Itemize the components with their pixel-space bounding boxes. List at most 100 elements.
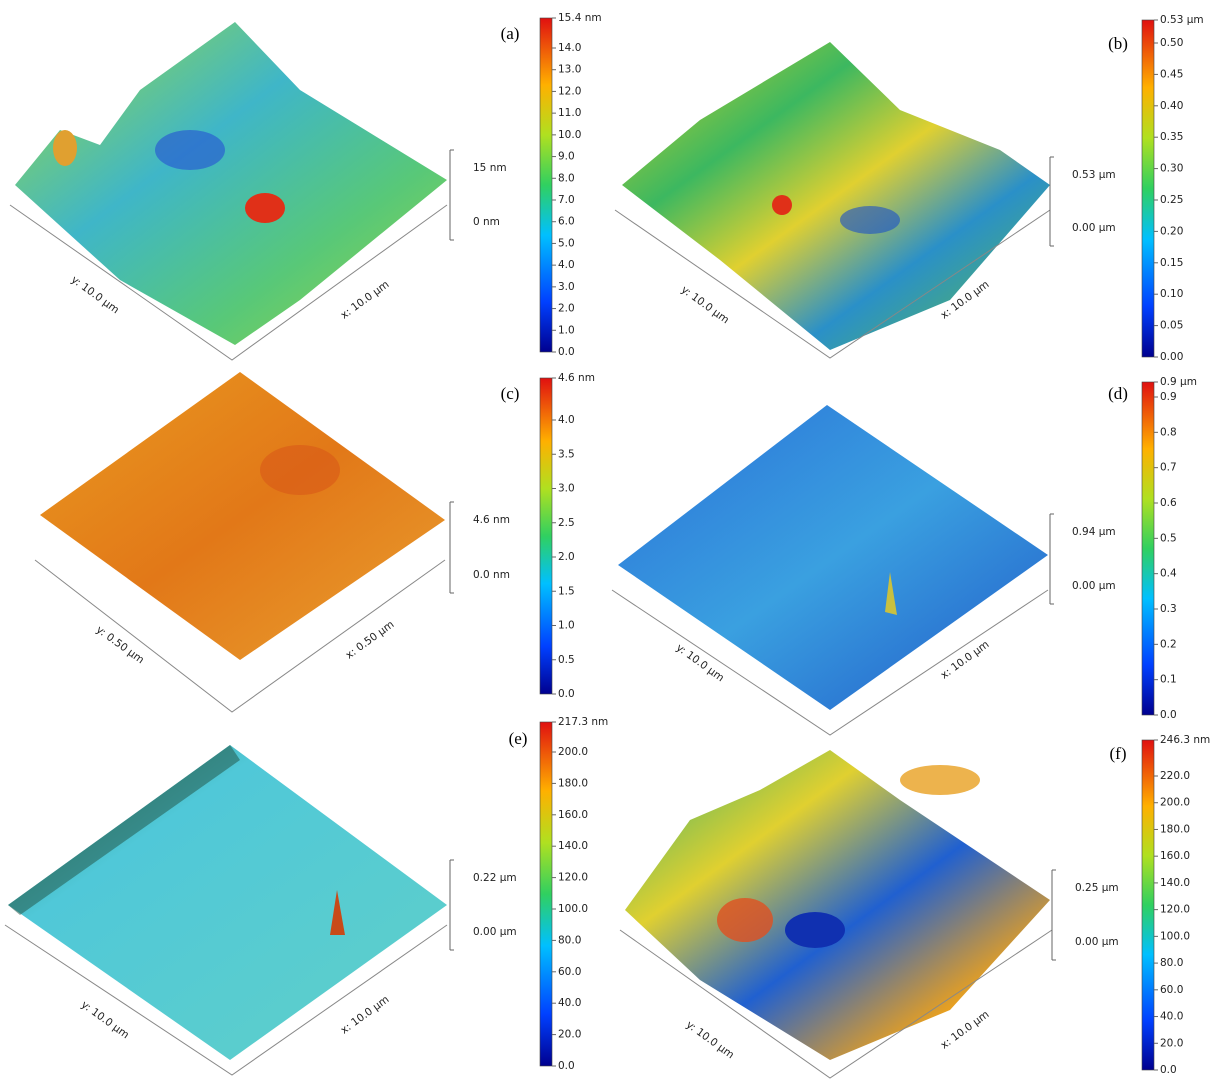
- colorbar-tick-label: 0.1: [1160, 674, 1177, 686]
- surface-feature: [330, 890, 345, 935]
- colorbar-tick-label: 1.5: [558, 585, 575, 597]
- colorbar-tick-label: 0.30: [1160, 163, 1183, 175]
- colorbar-tick-label: 80.0: [558, 934, 581, 946]
- colorbar-tick-label: 0.2: [1160, 638, 1177, 650]
- panels: y: 10.0 μm x: 10.0 μm 15 nm 0 nm (a) 15.4 nm 0…: [4, 12, 1210, 1079]
- colorbar-tick-label: 12.0: [558, 85, 581, 97]
- colorbar-tick-label: 60.0: [558, 966, 581, 978]
- colorbar-tick-label: 40.0: [558, 997, 581, 1009]
- base-frame: [611, 589, 1049, 736]
- colorbar-tick-label: 8.0: [558, 172, 575, 184]
- colorbar-tick-label: 100.0: [1160, 930, 1190, 942]
- colorbar-tick-label: 160.0: [1160, 850, 1190, 862]
- surface: [40, 372, 445, 660]
- colorbar-tick-label: 80.0: [1160, 957, 1183, 969]
- colorbar-tick-label: 0.45: [1160, 68, 1183, 80]
- colorbar-tick-label: 200.0: [558, 746, 588, 758]
- colorbar-tick-label: 4.0: [558, 259, 575, 271]
- colorbar-tick-label: 2.0: [558, 551, 575, 563]
- panel-label: (a): [501, 24, 520, 43]
- colorbar-max-label: 246.3 nm: [1160, 734, 1210, 746]
- x-axis-label: x: 10.0 μm: [939, 1008, 992, 1051]
- surface-feature: [53, 130, 77, 166]
- colorbar-tick-label: 5.0: [558, 237, 575, 249]
- colorbar: [1141, 739, 1155, 1071]
- colorbar-tick-label: 100.0: [558, 903, 588, 915]
- z-scale-top: 0.94 μm: [1072, 526, 1116, 538]
- colorbar-tick-label: 0.10: [1160, 288, 1183, 300]
- panel: y: 10.0 μm x: 10.0 μm0.94 μm0.00 μm(d)0.9…: [611, 376, 1197, 736]
- colorbar-tick-label: 7.0: [558, 194, 575, 206]
- surface: [15, 22, 447, 345]
- z-scale-bottom: 0.00 μm: [1075, 936, 1119, 948]
- z-scale-bottom: 0.00 μm: [1072, 222, 1116, 234]
- colorbar-max-label: 0.9 μm: [1160, 376, 1197, 388]
- colorbar-tick-label: 140.0: [558, 840, 588, 852]
- colorbar-tick-label: 20.0: [558, 1029, 581, 1041]
- surface-feature: [885, 572, 897, 615]
- y-axis-label: y: 10.0 μm: [684, 1019, 736, 1062]
- colorbar-tick-label: 0.6: [1160, 497, 1177, 509]
- colorbar-tick-label: 10.0: [558, 129, 581, 141]
- colorbar-tick-label: 3.0: [558, 281, 575, 293]
- z-scale-bottom: 0.00 μm: [1072, 580, 1116, 592]
- colorbar-max-label: 4.6 nm: [558, 372, 595, 384]
- colorbar-tick-label: 0.00: [1160, 351, 1183, 363]
- colorbar: [1141, 381, 1155, 716]
- panel-label: (b): [1108, 34, 1128, 53]
- colorbar-max-label: 0.53 μm: [1160, 14, 1204, 26]
- base-frame: [614, 209, 1051, 359]
- colorbar-tick-label: 0.0: [558, 688, 575, 700]
- colorbar-tick-label: 0.25: [1160, 194, 1183, 206]
- x-axis-label: x: 10.0 μm: [339, 993, 392, 1036]
- surface: [8, 745, 447, 1060]
- panel-label: (f): [1110, 744, 1127, 763]
- panel-label: (e): [509, 729, 528, 748]
- panel-label: (c): [501, 384, 520, 403]
- y-axis-label: y: 0.50 μm: [94, 624, 146, 667]
- z-scale-bottom: 0 nm: [473, 216, 500, 228]
- colorbar-tick-label: 2.5: [558, 517, 575, 529]
- colorbar-tick-label: 0.4: [1160, 568, 1177, 580]
- surface-feature: [155, 130, 225, 170]
- colorbar-tick-label: 0.0: [558, 1060, 575, 1072]
- colorbar-max-label: 217.3 nm: [558, 716, 608, 728]
- colorbar-tick-label: 20.0: [1160, 1037, 1183, 1049]
- x-axis-label: x: 10.0 μm: [339, 278, 392, 321]
- colorbar-tick-label: 3.0: [558, 483, 575, 495]
- colorbar-tick-label: 60.0: [1160, 984, 1183, 996]
- surface-feature: [8, 745, 240, 915]
- z-scale-top: 0.53 μm: [1072, 169, 1116, 181]
- x-axis-label: x: 0.50 μm: [344, 618, 397, 661]
- panel: y: 0.50 μm x: 0.50 μm 4.6 nm 0.0 nm (c) 4.6 n…: [34, 372, 595, 713]
- colorbar: [539, 17, 553, 353]
- colorbar-tick-label: 0.35: [1160, 131, 1183, 143]
- surface-feature: [900, 765, 980, 795]
- colorbar-tick-label: 0.8: [1160, 426, 1177, 438]
- colorbar-tick-label: 4.0: [558, 414, 575, 426]
- colorbar: [539, 377, 553, 695]
- surface-feature: [772, 195, 792, 215]
- colorbar-tick-label: 40.0: [1160, 1011, 1183, 1023]
- z-scale-top: 0.25 μm: [1075, 882, 1119, 894]
- panel: y: 10.0 μm x: 10.0 μm 0.25 μm 0.00 μm (f) 246…: [619, 734, 1210, 1079]
- colorbar-tick-label: 0.40: [1160, 100, 1183, 112]
- y-axis-label: y: 10.0 μm: [79, 999, 131, 1042]
- colorbar-tick-label: 0.15: [1160, 257, 1183, 269]
- base-frame: [9, 204, 448, 361]
- colorbar-tick-label: 11.0: [558, 107, 581, 119]
- colorbar-tick-label: 14.0: [558, 42, 581, 54]
- surface: [618, 405, 1048, 710]
- colorbar-tick-label: 0.5: [1160, 532, 1177, 544]
- colorbar-tick-label: 140.0: [1160, 877, 1190, 889]
- colorbar-tick-label: 0.0: [558, 346, 575, 358]
- panel: y: 10.0 μm x: 10.0 μm 0.22 μm 0.00 μm (e) 217…: [4, 716, 608, 1076]
- colorbar-tick-label: 120.0: [1160, 904, 1190, 916]
- z-scale-top: 15 nm: [473, 162, 507, 174]
- z-scale-bottom: 0.0 nm: [473, 569, 510, 581]
- panel: y: 10.0 μm x: 10.0 μm 15 nm 0 nm (a) 15.4 nm 0…: [9, 12, 602, 361]
- colorbar-tick-label: 0.9: [1160, 391, 1177, 403]
- colorbar-tick-label: 0.7: [1160, 462, 1177, 474]
- colorbar-tick-label: 2.0: [558, 303, 575, 315]
- surface-feature: [260, 445, 340, 495]
